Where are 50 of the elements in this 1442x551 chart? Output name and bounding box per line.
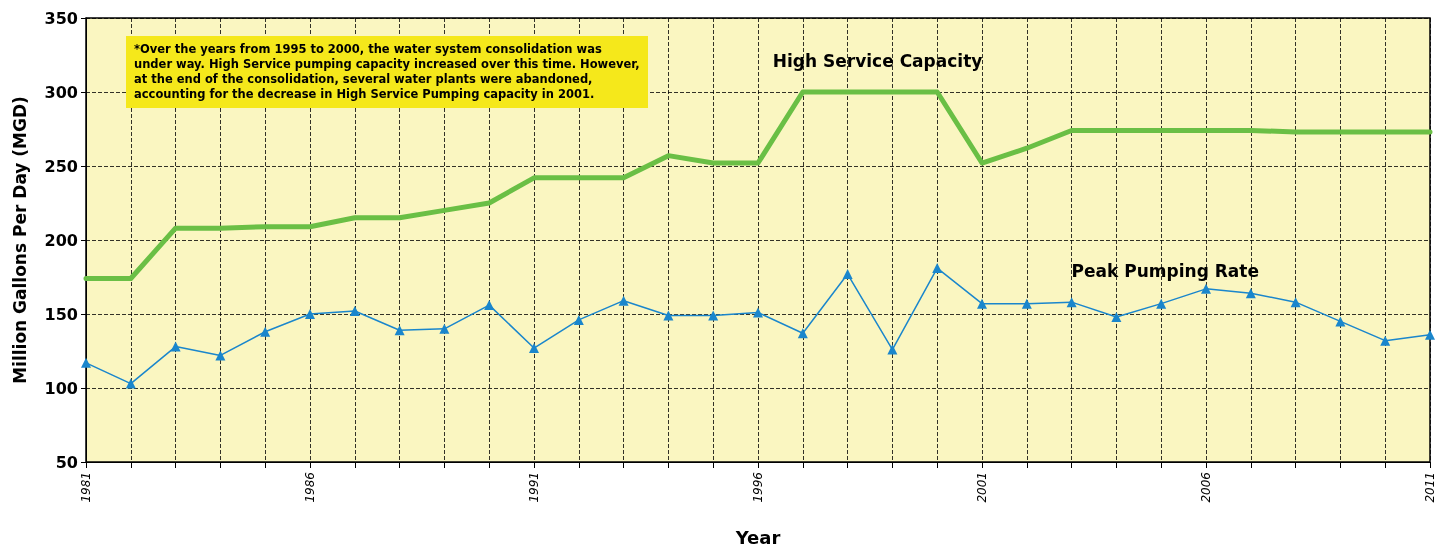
point xyxy=(1156,298,1167,309)
x-tick-label: 2006 xyxy=(1199,471,1213,503)
point xyxy=(753,307,763,318)
x-tick-label: 1991 xyxy=(527,472,541,503)
point xyxy=(349,306,360,317)
point xyxy=(1066,297,1077,308)
point xyxy=(215,350,226,361)
point xyxy=(842,269,853,280)
point xyxy=(260,326,271,337)
y-tick-label: 350 xyxy=(44,8,78,28)
series-label: Peak Pumping Rate xyxy=(1071,260,1259,281)
point xyxy=(977,298,987,309)
annotation: *Over the years from 1995 to 2000, the water system consolidation was under way. High Service pumping capacity increased over this time. However, at the end of the consolidation, several water plants were abandoned, accounting for the decrease in High Service Pumping capacity in 2001. xyxy=(126,36,648,108)
point xyxy=(932,263,943,274)
point xyxy=(1335,316,1346,327)
x-tick-label: 1981 xyxy=(79,472,93,503)
y-tick-label: 200 xyxy=(44,230,78,250)
point xyxy=(1201,283,1211,294)
y-tick-label: 250 xyxy=(44,156,78,176)
y-tick-label: 50 xyxy=(55,452,78,472)
point xyxy=(394,325,405,336)
point xyxy=(529,343,539,354)
x-tick-label: 1996 xyxy=(751,471,765,503)
point xyxy=(1021,298,1032,309)
point xyxy=(1380,335,1391,346)
point xyxy=(81,357,91,368)
point xyxy=(887,344,898,355)
point xyxy=(663,310,674,321)
x-tick-label: 2001 xyxy=(975,472,989,503)
point xyxy=(170,341,181,352)
point xyxy=(305,309,315,319)
x-axis-title: Year xyxy=(734,526,781,548)
point xyxy=(484,300,495,311)
point xyxy=(1111,311,1122,322)
point xyxy=(1245,288,1256,299)
y-tick-label: 100 xyxy=(44,378,78,398)
x-tick-label: 1986 xyxy=(303,471,317,503)
y-axis-title: Million Gallons Per Day (MGD) xyxy=(9,96,30,384)
point xyxy=(125,378,136,389)
y-tick-label: 300 xyxy=(44,82,78,102)
x-tick-label: 2011 xyxy=(1423,472,1437,503)
point xyxy=(573,314,584,325)
point xyxy=(1425,329,1435,340)
point xyxy=(708,310,719,321)
point xyxy=(797,328,808,339)
y-tick-label: 150 xyxy=(44,304,78,324)
point xyxy=(439,323,450,334)
series-label: High Service Capacity xyxy=(772,50,983,71)
point xyxy=(618,295,629,306)
point xyxy=(1290,297,1301,308)
